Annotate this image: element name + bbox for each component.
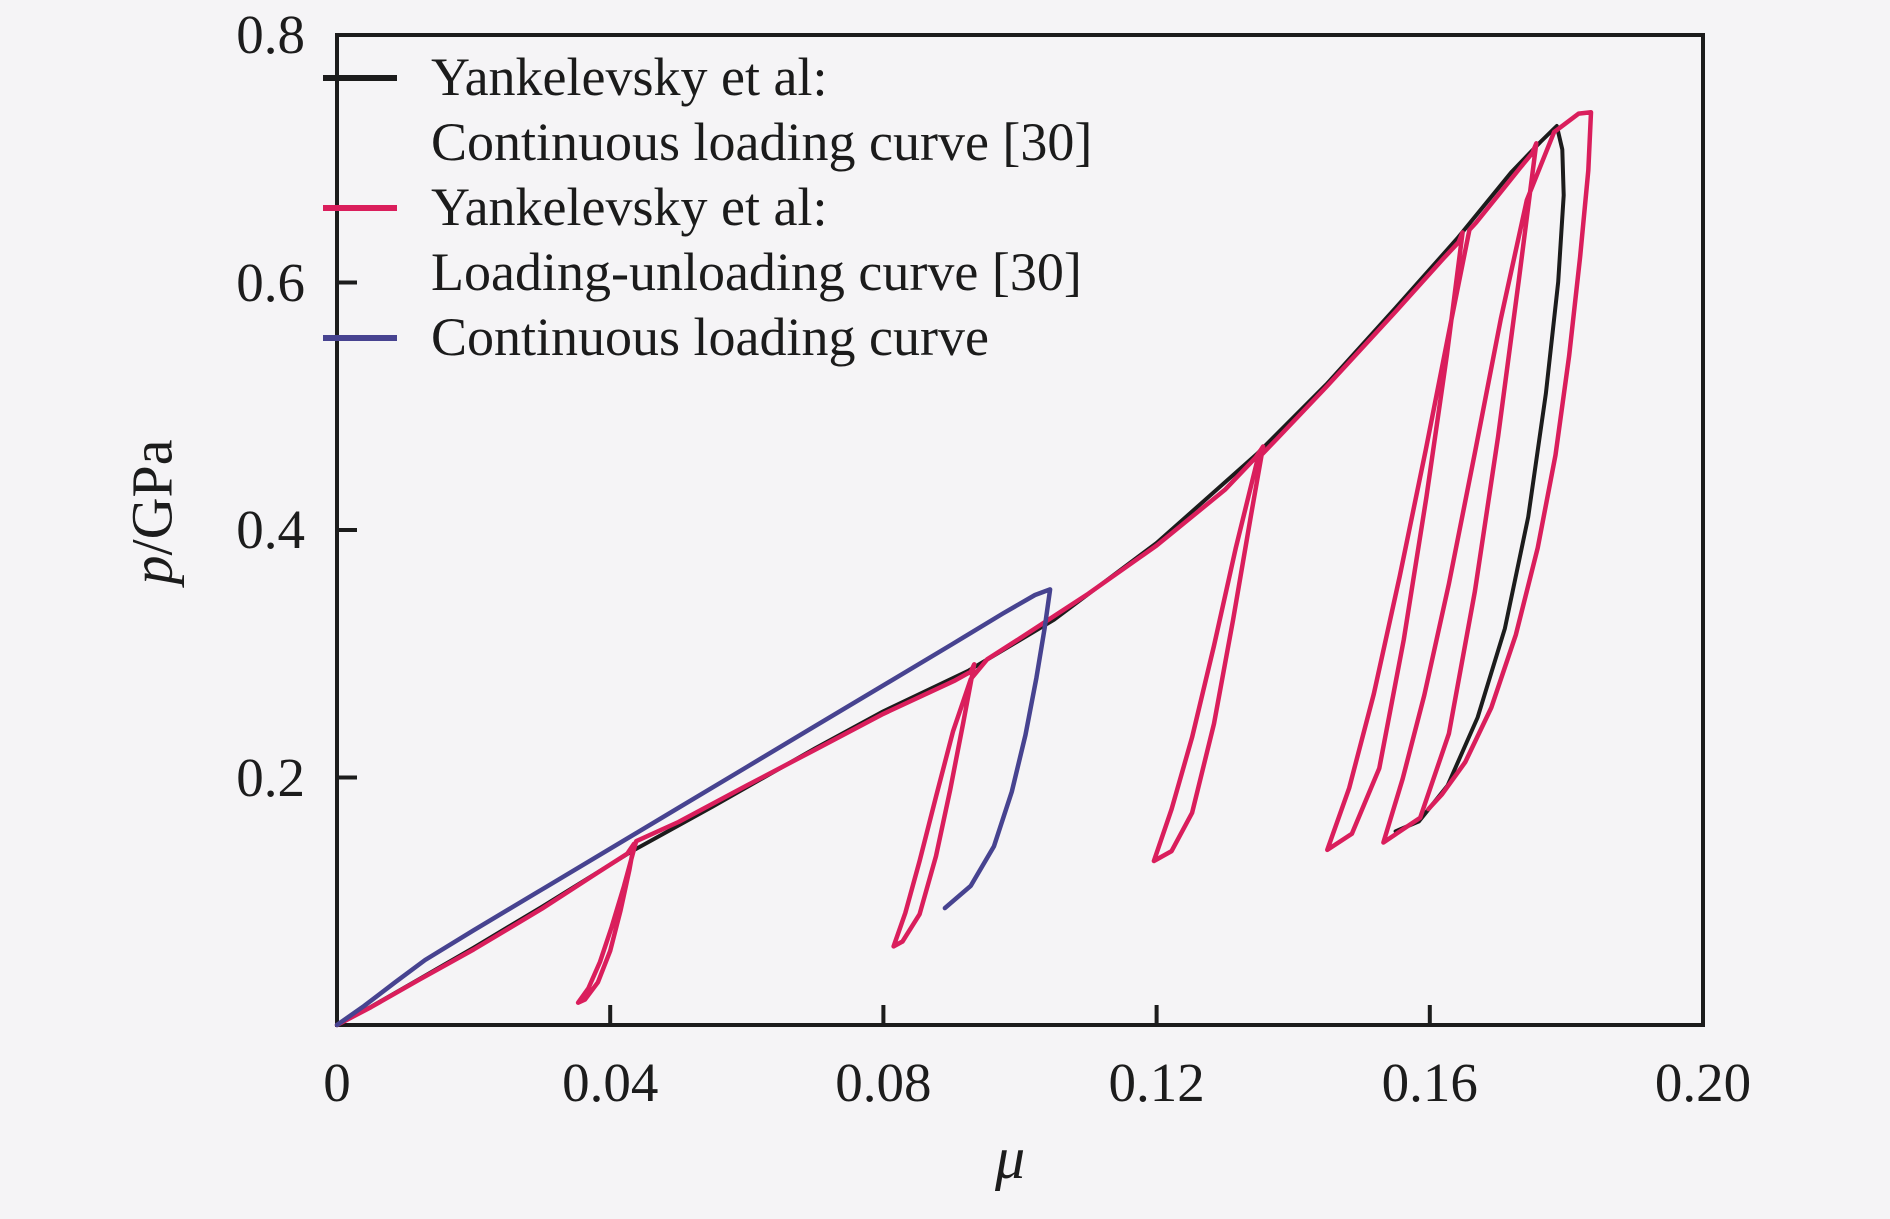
legend-label-line: Continuous loading curve xyxy=(431,307,989,367)
y-tick-label: 0.8 xyxy=(236,4,305,65)
curves-group xyxy=(334,110,1594,1028)
legend-entry-continuous-exp: Yankelevsky et al: Continuous loading cu… xyxy=(323,45,1092,175)
x-tick-label: 0.20 xyxy=(1654,1052,1752,1113)
legend-label-line: Yankelevsky et al: xyxy=(431,177,828,237)
y-tick-label: 0.4 xyxy=(236,499,305,560)
legend-label-line: Yankelevsky et al: xyxy=(431,47,828,107)
legend-entry-loading-unloading-exp: Yankelevsky et al: Loading-unloading cur… xyxy=(323,175,1092,305)
legend-label-line: Continuous loading curve [30] xyxy=(431,112,1093,172)
y-axis-title-unit: /GPa xyxy=(119,439,185,556)
legend-swatch-blue-line xyxy=(323,335,397,341)
x-tick-label: 0.16 xyxy=(1381,1052,1478,1113)
x-tick-label: 0.12 xyxy=(1108,1052,1205,1113)
legend-swatch-black-line xyxy=(323,75,397,81)
x-axis-title: μ xyxy=(994,1125,1026,1191)
y-tick-label: 0.6 xyxy=(236,251,305,313)
y-axis-title-symbol: p xyxy=(119,555,185,585)
x-tick-label: 0.04 xyxy=(562,1052,659,1113)
legend: Yankelevsky et al: Continuous loading cu… xyxy=(323,45,1092,370)
x-tick-label: 0.08 xyxy=(835,1052,932,1113)
x-tick-label: 0 xyxy=(323,1052,351,1113)
axis-ticks xyxy=(337,280,1432,1025)
legend-label-line: Loading-unloading curve [30] xyxy=(431,242,1082,302)
y-tick-label: 0.2 xyxy=(236,746,305,808)
legend-entry-continuous-model: Continuous loading curve xyxy=(323,305,1092,370)
curve-blue xyxy=(334,587,1053,1028)
legend-swatch-red-line xyxy=(323,205,397,211)
curve-red xyxy=(334,110,1594,1028)
